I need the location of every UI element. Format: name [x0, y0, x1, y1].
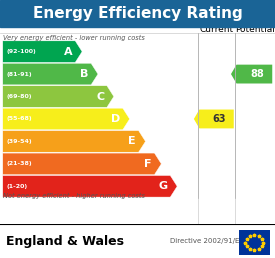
- Text: England & Wales: England & Wales: [6, 235, 123, 248]
- Text: Energy Efficiency Rating: Energy Efficiency Rating: [33, 6, 242, 21]
- Text: (21-38): (21-38): [7, 161, 32, 166]
- Polygon shape: [3, 108, 130, 130]
- Text: (1-20): (1-20): [7, 184, 28, 189]
- Bar: [0, 0, 275, 27]
- Text: E: E: [128, 136, 136, 146]
- Text: Very energy efficient - lower running costs: Very energy efficient - lower running co…: [3, 35, 145, 41]
- Text: F: F: [144, 159, 152, 169]
- Text: 63: 63: [213, 114, 226, 124]
- Text: D: D: [111, 114, 120, 124]
- Polygon shape: [3, 153, 161, 175]
- Text: B: B: [80, 69, 88, 79]
- Text: (92-100): (92-100): [7, 49, 37, 54]
- Polygon shape: [3, 63, 98, 85]
- Polygon shape: [231, 65, 272, 84]
- Text: C: C: [96, 92, 104, 101]
- Text: (55-68): (55-68): [7, 116, 32, 122]
- Text: Potential: Potential: [235, 25, 275, 34]
- Text: Current: Current: [199, 25, 234, 34]
- Text: (39-54): (39-54): [7, 139, 32, 144]
- Polygon shape: [194, 110, 234, 128]
- Polygon shape: [3, 175, 177, 197]
- Polygon shape: [3, 41, 82, 62]
- Text: 88: 88: [250, 69, 264, 79]
- Text: (81-91): (81-91): [7, 71, 32, 77]
- Text: Directive 2002/91/EC: Directive 2002/91/EC: [170, 238, 245, 244]
- Text: G: G: [158, 181, 167, 191]
- Text: Not energy efficient - higher running costs: Not energy efficient - higher running co…: [3, 192, 145, 199]
- Polygon shape: [3, 86, 114, 107]
- Text: A: A: [64, 47, 73, 57]
- Polygon shape: [3, 131, 145, 152]
- Text: (69-80): (69-80): [7, 94, 32, 99]
